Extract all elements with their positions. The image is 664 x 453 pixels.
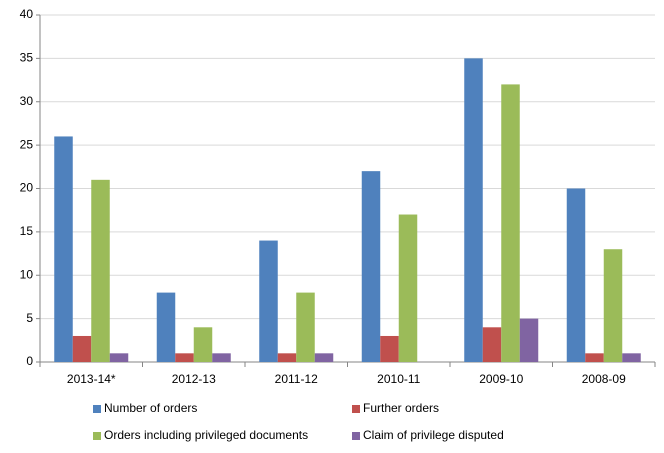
bar (296, 292, 315, 362)
legend-swatch (93, 405, 101, 413)
bar (72, 335, 92, 362)
bar (398, 214, 418, 362)
legend-label: Number of orders (104, 401, 197, 415)
bar (156, 292, 176, 362)
bar (259, 240, 278, 362)
y-tick-label: 35 (20, 51, 34, 65)
legend-swatch (93, 432, 101, 440)
x-tick-label: 2011-12 (275, 372, 318, 386)
x-tick-label: 2008-09 (582, 372, 626, 386)
y-tick-label: 30 (20, 94, 34, 108)
bar (482, 327, 502, 362)
y-tick-label: 10 (20, 267, 34, 281)
y-tick-label: 0 (26, 354, 33, 368)
legend-label: Further orders (363, 401, 439, 415)
x-tick-label: 2013-14* (67, 372, 116, 386)
bar (54, 136, 73, 362)
y-tick-label: 15 (20, 224, 34, 238)
bar (566, 188, 586, 362)
y-tick-label: 25 (20, 137, 34, 151)
y-tick-label: 20 (20, 181, 34, 195)
bar (501, 84, 520, 363)
y-tick-label: 40 (20, 7, 34, 21)
bar (212, 353, 231, 362)
bar (361, 171, 381, 362)
bar (622, 353, 641, 362)
bar (380, 335, 399, 362)
bar (464, 58, 483, 362)
bar (109, 353, 129, 362)
bar (519, 318, 539, 362)
x-tick-label: 2012-13 (172, 372, 216, 386)
x-tick-label: 2010-11 (377, 372, 420, 386)
bar (277, 353, 297, 362)
bar (175, 353, 194, 362)
bar (585, 353, 604, 362)
x-tick-label: 2009-10 (479, 372, 523, 386)
legend-swatch (352, 405, 360, 413)
bar (193, 327, 213, 362)
y-tick-label: 5 (26, 311, 33, 325)
legend-swatch (352, 432, 360, 440)
bar (603, 249, 623, 362)
bar (314, 353, 334, 362)
legend-label: Claim of privilege disputed (363, 428, 504, 442)
bar (91, 179, 110, 362)
legend-label: Orders including privileged documents (104, 428, 308, 442)
